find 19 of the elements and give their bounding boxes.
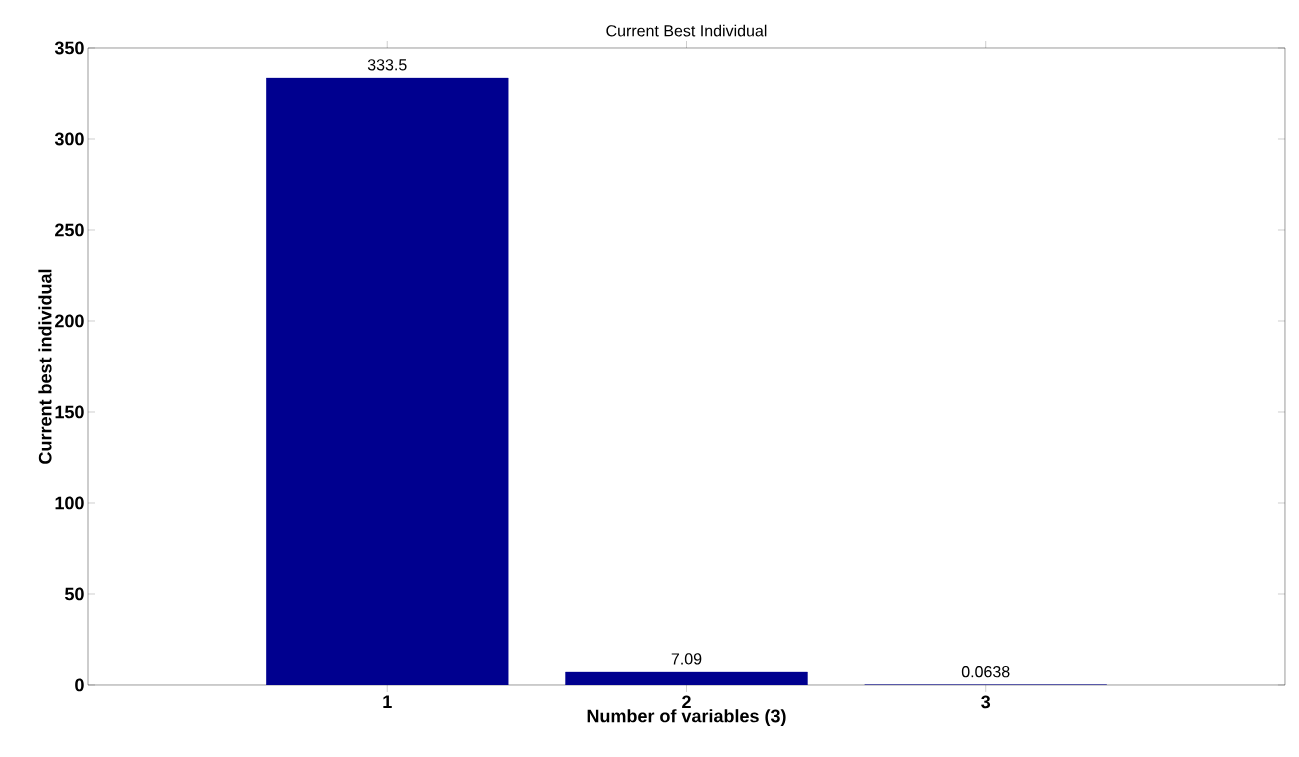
y-tick-label: 200 bbox=[55, 314, 84, 328]
y-tick-label: 250 bbox=[55, 223, 84, 237]
x-axis-title: Number of variables (3) bbox=[587, 709, 786, 726]
x-tick-label: 3 bbox=[981, 695, 991, 709]
chart-title: Current Best Individual bbox=[606, 24, 767, 37]
y-tick-label: 350 bbox=[54, 41, 84, 55]
data-label: 7.09 bbox=[671, 653, 702, 665]
bar bbox=[565, 671, 808, 685]
data-label: 0.0638 bbox=[961, 666, 1010, 678]
y-tick-label: 300 bbox=[54, 132, 84, 146]
y-axis-title: Current best individual bbox=[38, 269, 52, 464]
x-tick-label: 1 bbox=[383, 695, 392, 708]
y-tick-label: 50 bbox=[65, 587, 84, 601]
x-tick-label: 2 bbox=[682, 695, 691, 709]
y-tick-label: 100 bbox=[55, 496, 84, 510]
data-label: 333.5 bbox=[367, 59, 407, 71]
y-tick-label: 150 bbox=[55, 405, 84, 419]
y-tick-label: 0 bbox=[75, 678, 84, 692]
bar bbox=[266, 77, 509, 685]
